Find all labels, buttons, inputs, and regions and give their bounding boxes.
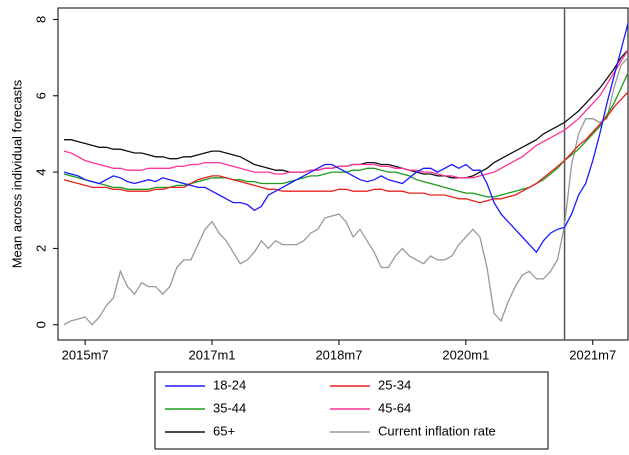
y-axis-label: Mean across individual forecasts: [9, 79, 24, 268]
y-tick-label: 4: [33, 168, 48, 175]
x-tick-label: 2021m7: [569, 347, 616, 362]
y-tick-label: 0: [33, 321, 48, 328]
legend-label: 35-44: [213, 400, 246, 415]
legend-label: 65+: [213, 423, 235, 438]
x-tick-label: 2018m7: [315, 347, 362, 362]
series-line: [63, 57, 629, 326]
legend-label: Current inflation rate: [378, 423, 496, 438]
y-tick-label: 6: [33, 92, 48, 99]
legend-label: 45-64: [378, 400, 411, 415]
series-line: [63, 49, 629, 179]
x-tick-label: 2020m1: [442, 347, 489, 362]
series-line: [63, 91, 629, 204]
legend-label: 25-34: [378, 377, 411, 392]
y-tick-label: 2: [33, 245, 48, 252]
series-line: [64, 49, 629, 179]
legend-label: 18-24: [213, 377, 246, 392]
x-tick-label: 2015m7: [62, 347, 109, 362]
series-line: [63, 23, 629, 254]
x-tick-label: 2017m1: [189, 347, 236, 362]
y-tick-label: 8: [33, 16, 48, 23]
legend-box: [154, 371, 549, 450]
plot-frame: [57, 7, 629, 341]
